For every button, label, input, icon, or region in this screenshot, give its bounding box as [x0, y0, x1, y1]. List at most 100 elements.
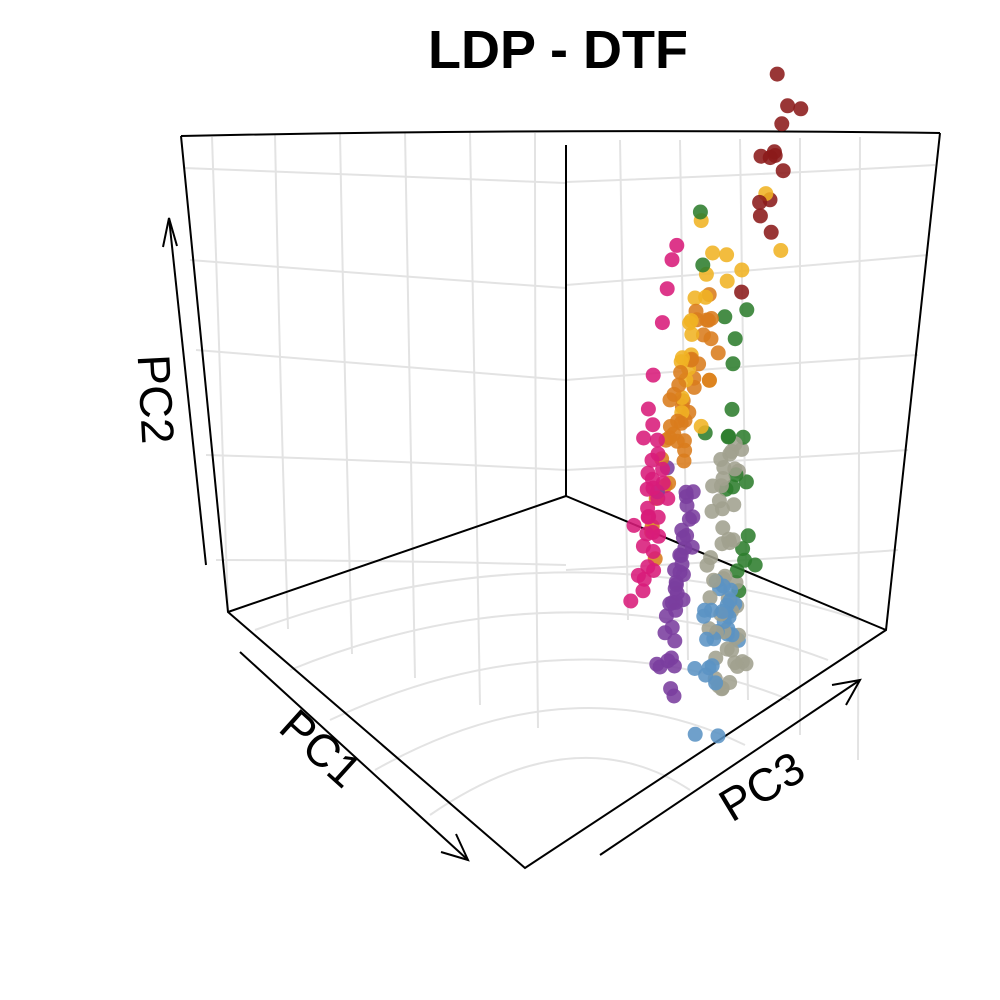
data-point-group7-9 — [678, 484, 694, 500]
data-point-group8-4 — [654, 315, 670, 331]
data-point-group3-5 — [695, 327, 711, 343]
data-point-group5-4 — [727, 331, 743, 347]
data-point-group5-7 — [724, 401, 740, 417]
data-point-group7-32 — [649, 656, 665, 672]
data-point-group8-10 — [639, 481, 655, 497]
data-point-group1-13 — [752, 208, 768, 224]
data-point-group4-27 — [705, 478, 721, 494]
data-point-group3-38 — [701, 372, 717, 388]
data-point-group6-23 — [687, 661, 703, 676]
data-point-group5-20 — [729, 563, 745, 579]
data-point-group4-2 — [727, 461, 743, 477]
data-point-group2-2 — [734, 262, 750, 278]
data-point-group5-12 — [740, 528, 756, 544]
data-point-group6-25 — [710, 728, 726, 744]
data-point-group2-16 — [673, 354, 689, 370]
pc1-axis-arrow — [239, 651, 470, 862]
data-point-group7-29 — [672, 547, 688, 563]
data-point-group7-31 — [658, 608, 674, 624]
data-point-group1-5 — [780, 98, 796, 114]
data-point-group8-9 — [644, 452, 660, 468]
data-point-group5-3 — [717, 309, 733, 325]
data-point-group1-9 — [774, 116, 790, 132]
data-point-group7-22 — [663, 681, 679, 697]
data-point-group2-12 — [719, 247, 735, 263]
data-point-group6-20 — [698, 667, 714, 683]
data-point-group7-27 — [657, 625, 673, 641]
data-point-group4-21 — [719, 641, 735, 657]
data-point-group1-16 — [734, 284, 750, 300]
data-point-group4-11 — [711, 493, 727, 509]
cube-frame — [180, 130, 941, 870]
back-wall-right — [565, 136, 936, 761]
data-point-group1-11 — [753, 148, 769, 164]
data-point-group7-33 — [668, 574, 684, 590]
data-point-group3-37 — [710, 345, 726, 361]
pc2-axis-label: PC2 — [128, 353, 185, 445]
data-point-group6-13 — [715, 603, 731, 619]
data-point-group2-6 — [719, 273, 735, 289]
data-point-group6-21 — [696, 608, 712, 624]
data-point-group1-10 — [752, 194, 768, 210]
data-point-group8-19 — [630, 567, 646, 583]
data-point-group7-4 — [681, 511, 697, 527]
back-wall-left — [183, 131, 567, 729]
data-point-group1-3 — [769, 66, 785, 82]
data-point-group4-12 — [715, 520, 731, 536]
data-point-group2-9 — [687, 290, 703, 306]
data-point-group8-6 — [640, 401, 656, 417]
data-point-group2-13 — [684, 326, 700, 342]
data-point-group8-34 — [626, 517, 642, 533]
data-point-group8-35 — [641, 509, 657, 524]
pc1-axis-label: PC1 — [270, 699, 371, 798]
data-point-group1-14 — [775, 163, 791, 179]
data-point-group5-2 — [695, 257, 711, 273]
data-point-group1-15 — [763, 224, 779, 240]
pc2-axis-arrow — [162, 217, 207, 566]
data-point-group5-19 — [737, 552, 753, 568]
pc3-axis-label: PC3 — [710, 741, 813, 832]
chart-title: LDP - DTF — [428, 20, 688, 80]
data-point-group8-24 — [635, 583, 651, 599]
data-point-group8-32 — [623, 593, 639, 609]
data-point-group4-24 — [706, 572, 722, 588]
data-point-group2-22 — [693, 418, 709, 434]
data-point-group8-8 — [645, 417, 661, 433]
data-point-group4-38 — [727, 655, 743, 671]
data-point-group5-5 — [739, 302, 755, 318]
data-point-group4-48 — [713, 452, 729, 467]
data-point-group4-6 — [715, 471, 731, 486]
data-point-group4-3 — [724, 443, 740, 459]
data-point-group4-29 — [702, 590, 718, 606]
data-point-group5-6 — [725, 356, 741, 372]
pc3-axis-arrow — [599, 678, 862, 856]
data-point-group8-5 — [645, 367, 661, 383]
data-point-group8-33 — [640, 465, 656, 481]
data-point-group5-1 — [692, 204, 708, 220]
data-point-group4-26 — [704, 503, 720, 519]
data-point-group8-14 — [639, 526, 655, 542]
axis-arrows — [162, 217, 862, 862]
data-point-group4-5 — [726, 497, 742, 513]
data-point-group8-23 — [640, 559, 656, 575]
data-point-group2-10 — [683, 313, 699, 329]
data-point-group1-4 — [793, 101, 809, 117]
data-point-group4-28 — [699, 557, 715, 573]
data-point-group3-34 — [662, 392, 678, 408]
data-point-group7-11 — [674, 522, 690, 538]
data-point-group5-16 — [735, 541, 751, 557]
data-point-group4-13 — [714, 536, 730, 552]
data-point-group3-27 — [673, 365, 689, 380]
data-point-group8-3 — [659, 281, 675, 297]
data-point-group3-20 — [676, 453, 692, 469]
data-point-group7-16 — [679, 498, 695, 513]
data-point-group6-19 — [699, 631, 715, 647]
data-point-group6-24 — [687, 726, 703, 742]
data-point-group8-2 — [664, 252, 680, 268]
data-point-group7-26 — [662, 596, 678, 612]
data-point-group8-7 — [636, 430, 652, 446]
data-point-group8-11 — [649, 432, 665, 448]
scatter-points — [623, 66, 809, 744]
data-point-group3-29 — [662, 419, 678, 434]
